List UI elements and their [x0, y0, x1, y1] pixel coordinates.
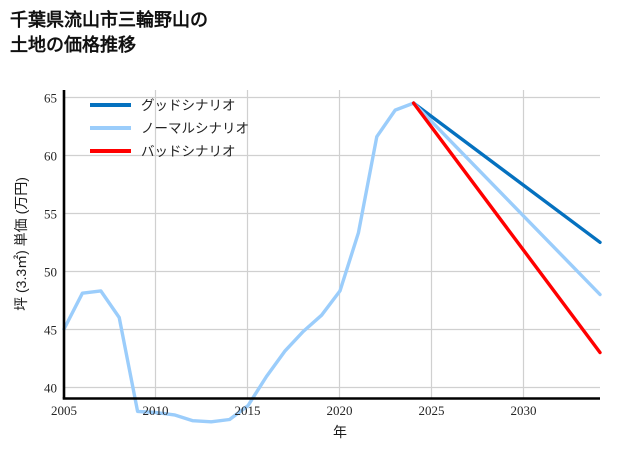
series-line-bad — [411, 101, 602, 355]
y-tick-label: 40 — [44, 381, 57, 396]
x-tick-label: 2020 — [327, 403, 353, 418]
chart-title-line-1: 千葉県流山市三輪野山の — [10, 10, 208, 30]
y-tick-label: 50 — [44, 265, 57, 280]
chart-title-line-2: 土地の価格推移 — [10, 34, 136, 55]
x-tick-label: 2015 — [235, 403, 261, 418]
x-tick-label: 2010 — [143, 403, 169, 418]
y-gridlines — [64, 96, 600, 389]
y-tick-label: 60 — [44, 149, 57, 164]
x-tick-label: 2030 — [511, 403, 537, 418]
plot-background — [64, 90, 600, 398]
chart-title: 千葉県流山市三輪野山の 土地の価格推移 — [10, 8, 410, 58]
series-line-historical — [62, 101, 416, 424]
chart-legend: グッドシナリオ ノーマルシナリオ バッドシナリオ — [90, 98, 249, 159]
y-tick-labels: 65 60 55 50 45 40 — [44, 91, 57, 396]
legend-label-bad: バッドシナリオ — [141, 144, 236, 159]
x-tick-labels: 2005 2010 2015 2020 2025 2030 — [51, 403, 537, 418]
x-axis-title: 年 — [333, 424, 347, 440]
y-tick-label: 65 — [44, 91, 57, 106]
x-tick-label: 2025 — [419, 403, 445, 418]
y-tick-label: 55 — [44, 207, 57, 222]
x-tick-label: 2005 — [51, 403, 77, 418]
x-gridlines — [154, 90, 525, 398]
series-line-normal — [411, 101, 602, 297]
legend-label-good: グッドシナリオ — [141, 98, 236, 113]
legend-label-normal: ノーマルシナリオ — [141, 121, 249, 136]
series-line-good — [411, 101, 602, 245]
y-axis-title: 坪 (3.3㎡) 単価 (万円) — [13, 177, 29, 311]
y-tick-label: 45 — [44, 323, 57, 338]
